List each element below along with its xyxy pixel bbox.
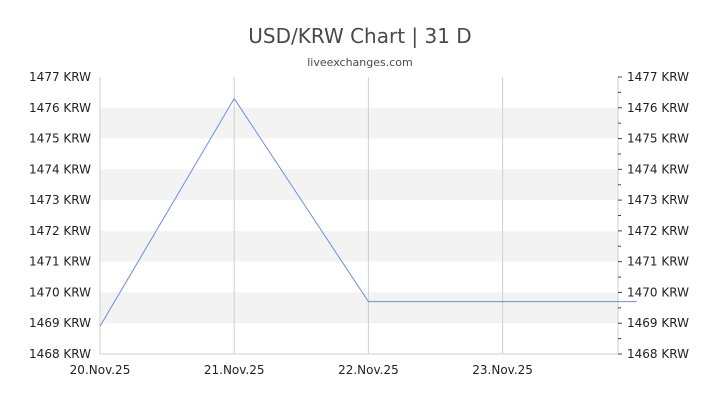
y-tick-label-right: 1475 KRW: [627, 132, 689, 146]
y-tick-label-left: 1471 KRW: [29, 255, 91, 269]
y-tick-label-right: 1473 KRW: [627, 193, 689, 207]
y-tick-label-right: 1470 KRW: [627, 285, 689, 299]
y-tick-label-right: 1468 KRW: [627, 347, 689, 361]
grid-band: [100, 169, 618, 201]
x-tick-label: 23.Nov.25: [472, 363, 533, 377]
grid-band: [100, 230, 618, 262]
y-tick-label-left: 1468 KRW: [29, 347, 91, 361]
y-tick-label-left: 1474 KRW: [29, 162, 91, 176]
y-tick-label-right: 1469 KRW: [627, 316, 689, 330]
x-tick-label: 22.Nov.25: [338, 363, 399, 377]
grid-band: [100, 292, 618, 324]
y-tick-label-right: 1472 KRW: [627, 224, 689, 238]
y-tick-label-left: 1469 KRW: [29, 316, 91, 330]
y-tick-label-left: 1470 KRW: [29, 285, 91, 299]
y-tick-label-left: 1472 KRW: [29, 224, 91, 238]
x-tick-label: 21.Nov.25: [204, 363, 265, 377]
chart-subtitle: liveexchanges.com: [307, 56, 413, 69]
x-tick-label: 20.Nov.25: [70, 363, 131, 377]
y-tick-label-left: 1477 KRW: [29, 70, 91, 84]
y-tick-label-right: 1476 KRW: [627, 101, 689, 115]
y-tick-label-left: 1476 KRW: [29, 101, 91, 115]
y-tick-label-right: 1471 KRW: [627, 255, 689, 269]
y-tick-label-left: 1475 KRW: [29, 132, 91, 146]
grid-band: [100, 107, 618, 139]
chart-title: USD/KRW Chart | 31 D: [248, 24, 472, 48]
y-tick-label-left: 1473 KRW: [29, 193, 91, 207]
y-tick-label-right: 1477 KRW: [627, 70, 689, 84]
y-tick-label-right: 1474 KRW: [627, 162, 689, 176]
